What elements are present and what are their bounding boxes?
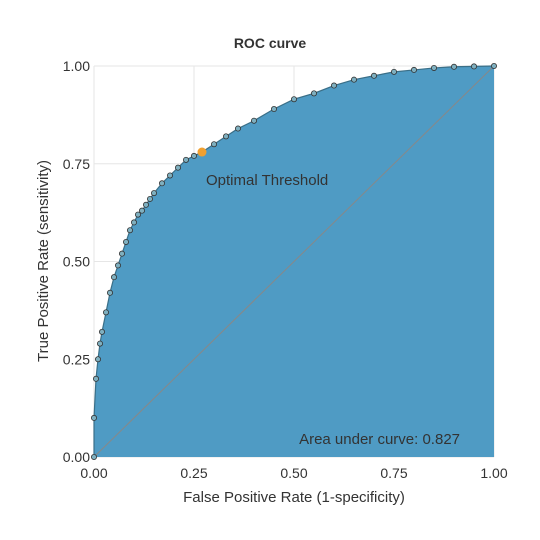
diagonal-line: [93, 65, 495, 458]
roc-point: [222, 133, 229, 140]
roc-point: [182, 156, 189, 163]
x-ticks: 0.00 0.25 0.50 0.75 1.00: [80, 465, 507, 481]
x-tick-label-2: 0.50: [280, 465, 307, 481]
optimal-threshold-point: [197, 147, 207, 157]
roc-point: [234, 125, 241, 132]
roc-point: [150, 190, 157, 197]
roc-point: [99, 328, 106, 335]
roc-point: [174, 164, 181, 171]
y-tick-label-2: 0.50: [63, 254, 90, 270]
roc-point: [142, 201, 149, 208]
diagonal-layer: [93, 65, 495, 458]
roc-point: [166, 172, 173, 179]
roc-point: [95, 356, 102, 363]
y-tick-label-0: 0.00: [63, 449, 90, 465]
x-tick-label-4: 1.00: [480, 465, 507, 481]
roc-point: [410, 66, 417, 73]
roc-point: [119, 250, 126, 257]
roc-point: [91, 414, 98, 421]
roc-point: [138, 207, 145, 214]
x-tick-label-0: 0.00: [80, 465, 107, 481]
roc-point: [250, 117, 257, 124]
roc-point: [93, 375, 100, 382]
roc-point: [310, 90, 317, 97]
roc-point: [450, 63, 457, 70]
roc-point: [370, 72, 377, 79]
y-tick-label-4: 1.00: [63, 58, 90, 74]
roc-point: [103, 309, 110, 316]
y-tick-label-1: 0.25: [63, 351, 90, 367]
optimal-threshold-label: Optimal Threshold: [206, 172, 328, 189]
roc-point: [146, 195, 153, 202]
chart-title: ROC curve: [234, 35, 307, 51]
x-tick-label-3: 0.75: [380, 465, 407, 481]
roc-point: [127, 227, 134, 234]
roc-point: [330, 82, 337, 89]
roc-point: [290, 96, 297, 103]
roc-markers-layer: [91, 63, 497, 460]
roc-point: [390, 68, 397, 75]
roc-point: [158, 180, 165, 187]
roc-point: [470, 63, 477, 70]
roc-point: [130, 219, 137, 226]
y-ticks: 0.00 0.25 0.50 0.75 1.00: [63, 58, 90, 465]
roc-point: [111, 274, 118, 281]
roc-point: [97, 340, 104, 347]
y-tick-label-3: 0.75: [63, 156, 90, 172]
roc-point: [134, 211, 141, 218]
x-tick-label-1: 0.25: [180, 465, 207, 481]
auc-label: Area under curve: 0.827: [299, 431, 460, 448]
roc-point: [210, 141, 217, 148]
roc-point: [490, 63, 497, 70]
roc-point: [123, 238, 130, 245]
y-axis-label: True Positive Rate (sensitivity): [35, 160, 52, 362]
optimal-layer: [197, 147, 207, 157]
roc-point: [190, 152, 197, 159]
roc-point: [115, 262, 122, 269]
roc-point: [350, 76, 357, 83]
x-axis-label: False Positive Rate (1-specificity): [183, 489, 405, 506]
roc-point: [107, 289, 114, 296]
roc-point: [430, 64, 437, 71]
roc-point: [91, 453, 98, 460]
roc-point: [270, 106, 277, 113]
